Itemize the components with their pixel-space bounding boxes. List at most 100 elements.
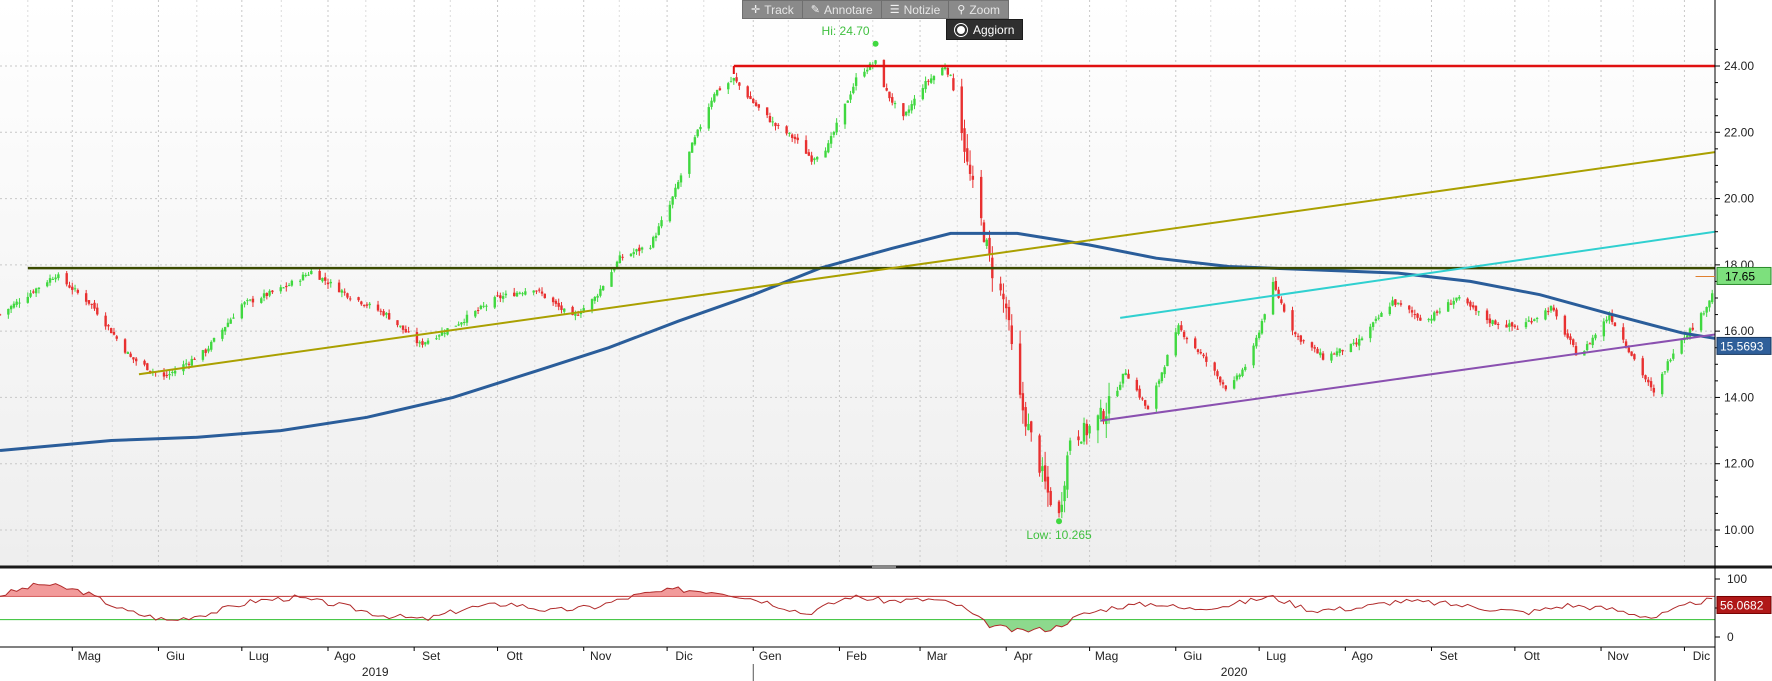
- candle-down: [968, 164, 972, 174]
- rsi-background: [0, 572, 1715, 647]
- candle-up: [654, 235, 658, 238]
- candle-down: [1416, 313, 1419, 318]
- candle-down: [1049, 490, 1052, 506]
- candle-up: [615, 261, 619, 268]
- candle-up: [1107, 396, 1111, 414]
- candle-up: [1380, 312, 1383, 317]
- news-button[interactable]: ☰ Notizie: [882, 1, 950, 18]
- candle-down: [946, 67, 950, 75]
- annotate-label: Annotare: [824, 2, 873, 17]
- candle-down: [1180, 325, 1183, 331]
- candle-down: [785, 126, 788, 134]
- y-tick-label: 16.00: [1724, 324, 1754, 338]
- candle-up: [454, 325, 458, 327]
- candle-up: [501, 296, 505, 299]
- zoom-button[interactable]: ⚲ Zoom: [949, 1, 1008, 18]
- candle-down: [1641, 358, 1644, 376]
- candle-down: [1471, 305, 1475, 308]
- month-label: Ott: [1524, 649, 1541, 663]
- candle-up: [1252, 345, 1255, 366]
- candle-up: [279, 287, 282, 292]
- candle-up: [54, 277, 57, 280]
- cyan-trendline[interactable]: [1120, 230, 1715, 319]
- candle-up: [51, 278, 55, 280]
- candle-up: [1319, 352, 1322, 356]
- candle-down: [1213, 362, 1216, 371]
- candle-up: [1549, 306, 1553, 311]
- olive-trendline[interactable]: [138, 151, 1715, 376]
- candle-up: [1699, 313, 1703, 331]
- candle-up: [246, 300, 249, 302]
- candle-down: [349, 298, 352, 300]
- candle-down: [148, 370, 152, 372]
- candle-up: [1155, 385, 1158, 409]
- month-label: Nov: [590, 649, 611, 663]
- y-tick-label: 12.00: [1724, 457, 1754, 471]
- candle-up: [652, 237, 655, 248]
- candle-down: [1691, 327, 1694, 330]
- candle-up: [37, 287, 41, 289]
- candle-down: [1408, 305, 1411, 310]
- candle-up: [1241, 369, 1244, 377]
- candle-up: [34, 288, 38, 294]
- candle-up: [1708, 300, 1711, 308]
- candle-up: [843, 103, 847, 125]
- candle-up: [1177, 325, 1180, 335]
- candle-up: [18, 302, 21, 304]
- candle-down: [1627, 347, 1631, 353]
- candle-down: [1274, 280, 1278, 290]
- candle-down: [1474, 305, 1478, 311]
- candle-up: [679, 175, 683, 183]
- candle-down: [285, 285, 288, 288]
- candle-up: [1672, 353, 1675, 359]
- month-label: Set: [422, 649, 441, 663]
- candle-down: [143, 360, 146, 365]
- candle-up: [1680, 340, 1683, 354]
- track-button[interactable]: ✛ Track: [743, 1, 803, 18]
- candle-down: [971, 175, 975, 180]
- candle-down: [1199, 352, 1202, 354]
- panel-resize-handle[interactable]: [872, 566, 896, 569]
- candle-up: [518, 292, 521, 294]
- candle-up: [941, 67, 944, 76]
- candle-up: [713, 94, 716, 102]
- candle-down: [718, 88, 722, 91]
- candle-down: [1574, 346, 1578, 356]
- candle-up: [1585, 344, 1589, 351]
- candle-up: [732, 78, 736, 81]
- candle-down: [382, 311, 385, 316]
- refresh-button[interactable]: Aggiorn: [946, 19, 1024, 40]
- candle-up: [574, 313, 577, 316]
- candle-up: [1271, 281, 1275, 315]
- candle-up: [1711, 293, 1714, 303]
- candle-down: [1010, 325, 1013, 345]
- candle-up: [26, 296, 29, 303]
- candle-up: [907, 109, 911, 113]
- rsi-value-tag-label: 56.0682: [1720, 598, 1764, 612]
- candle-down: [112, 331, 116, 335]
- purple-trendline[interactable]: [1100, 333, 1715, 422]
- candle-up: [563, 308, 566, 312]
- candle-up: [1096, 415, 1100, 431]
- annotate-button[interactable]: ✎ Annotare: [803, 1, 882, 18]
- candle-down: [1572, 339, 1575, 345]
- candle-up: [1452, 300, 1455, 305]
- candle-down: [407, 331, 410, 333]
- candle-down: [1302, 340, 1305, 342]
- candle-up: [524, 291, 527, 295]
- candle-down: [621, 256, 624, 258]
- month-label: Nov: [1607, 649, 1628, 663]
- candle-down: [768, 116, 772, 123]
- y-tick-label: 10.00: [1724, 523, 1754, 537]
- candle-down: [1219, 376, 1222, 383]
- last-price-tag: [1716, 266, 1772, 285]
- candle-up: [932, 76, 936, 81]
- candle-down: [1102, 411, 1105, 422]
- candle-down: [165, 374, 168, 377]
- candle-up: [949, 74, 952, 76]
- candle-up: [1663, 371, 1667, 373]
- candle-up: [1330, 353, 1333, 361]
- candle-down: [576, 314, 580, 316]
- month-label: Ott: [507, 649, 524, 663]
